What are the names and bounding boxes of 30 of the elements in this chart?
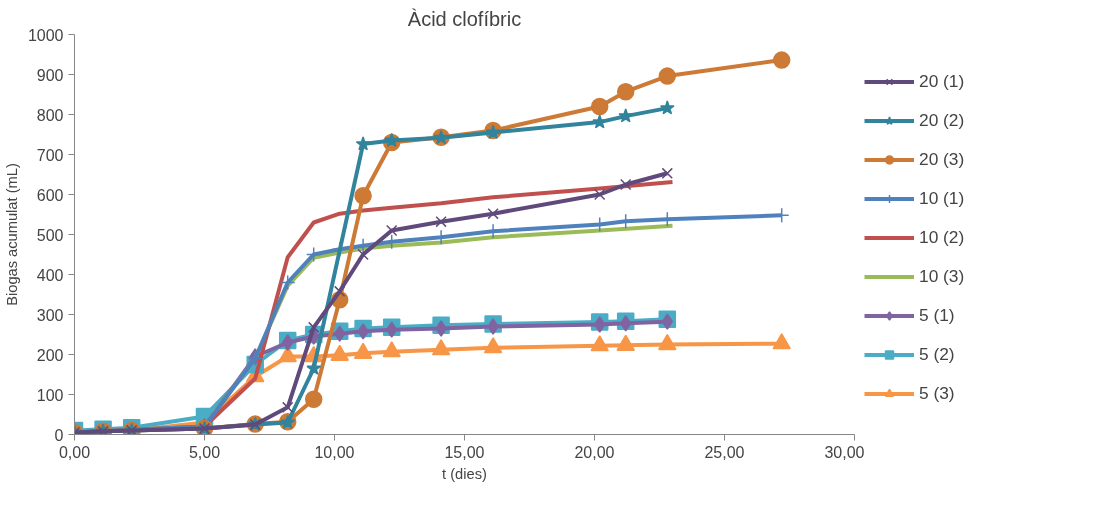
legend-label: 20 (1)	[919, 70, 965, 92]
x-tick-label: 15,00	[444, 443, 485, 461]
legend-label: 10 (1)	[919, 187, 965, 209]
y-tick-label: 0	[54, 426, 64, 444]
legend-label: 20 (2)	[919, 109, 965, 131]
y-tick-label: 100	[36, 386, 64, 404]
x-axis-title: t (dies)	[442, 465, 487, 482]
x-tick-label: 5,00	[188, 443, 221, 461]
x-tick-label: 10,00	[314, 443, 355, 461]
y-tick-label: 1000	[27, 26, 64, 44]
legend-label: 10 (3)	[919, 265, 965, 287]
legend-label: 20 (3)	[919, 148, 965, 170]
x-tick-label: 20,00	[574, 443, 615, 461]
x-tick-label: 25,00	[704, 443, 745, 461]
y-tick-label: 300	[36, 306, 64, 324]
legend-label: 10 (2)	[919, 226, 965, 248]
y-tick-label: 900	[36, 66, 64, 84]
x-tick-label: 0,00	[58, 443, 91, 461]
x-tick-label: 30,00	[824, 443, 865, 461]
y-tick-label: 500	[36, 226, 64, 244]
chart-title: Àcid clofíbric	[407, 7, 522, 30]
y-tick-label: 400	[36, 266, 64, 284]
y-axis-title: Biogas acumulat (mL)	[3, 163, 20, 306]
legend-label: 5 (3)	[919, 382, 955, 404]
legend-label: 5 (2)	[919, 343, 955, 365]
y-tick-label: 700	[36, 146, 64, 164]
y-tick-label: 200	[36, 346, 64, 364]
y-tick-label: 800	[36, 106, 64, 124]
y-tick-label: 600	[36, 186, 64, 204]
legend-label: 5 (1)	[919, 304, 955, 326]
